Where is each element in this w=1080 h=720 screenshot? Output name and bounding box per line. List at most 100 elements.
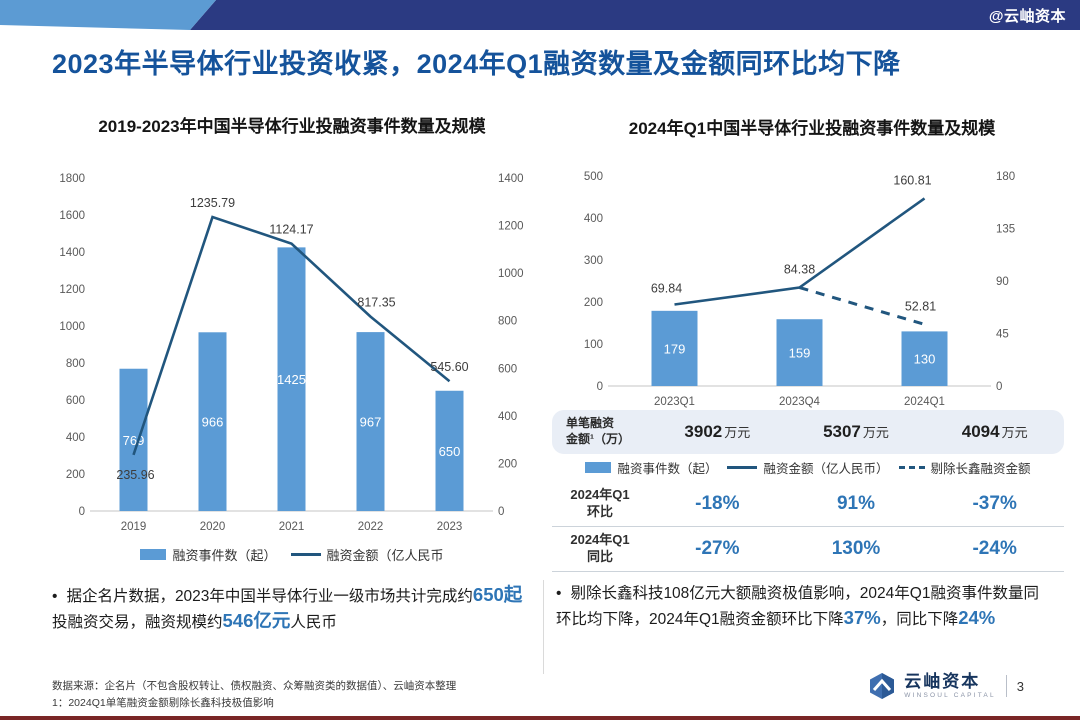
bullet-segments: 据企名片数据，2023年中国半导体行业一级市场共计完成约650起投融资交易，融资… [52,585,522,632]
svg-text:200: 200 [584,297,603,309]
legend-label: 融资金额（亿人民币） [763,462,889,476]
svg-text:2024Q1: 2024Q1 [904,396,945,408]
left-combo-chart: 0 200 400 600 800 1000 1200 1400 1600 1800 0 200 400… [59,173,524,533]
legend-label: 融资事件数（起） [617,462,718,476]
body-text: 人民币 [290,614,337,632]
svg-text:650: 650 [439,444,461,459]
brand-logo-block: 云岫资本 WINSOUL CAPITAL 3 [868,672,1024,700]
svg-text:2021: 2021 [279,521,305,533]
body-text: 据企名片数据，2023年中国半导体行业一级市场共计完成约 [66,588,473,605]
per-deal-amount-row: 单笔融资 金额¹（万） 3902 万元 5307 万元 4094 万元 [552,410,1064,454]
right-chart-title: 2024年Q1中国半导体行业投融资事件数量及规模 [628,119,996,138]
page-number-divider [1005,675,1007,697]
svg-text:45: 45 [996,329,1009,341]
svg-text:545.60: 545.60 [430,360,468,374]
legend-item: 融资事件数（起） [585,458,717,477]
dashed-swatch-icon [898,466,925,469]
svg-text:1800: 1800 [59,173,85,185]
per-deal-unit: 万元 [862,425,889,440]
svg-text:69.84: 69.84 [651,282,682,296]
per-deal-number: 4094 [961,422,1000,441]
svg-text:1200: 1200 [498,221,524,233]
left-bullet-text: • 据企名片数据，2023年中国半导体行业一级市场共计完成约650起投融资交易，… [52,584,532,636]
legend-label: 融资事件数（起） [172,548,277,563]
row-label: 2024年Q1 同比 [552,532,648,566]
banner-dark-stripe [190,0,1080,30]
svg-text:800: 800 [66,358,85,370]
table-cell: 130% [831,538,881,559]
svg-text:135: 135 [996,224,1015,236]
svg-text:600: 600 [66,395,85,407]
svg-text:2023: 2023 [437,521,463,533]
svg-text:179: 179 [664,341,686,356]
svg-text:52.81: 52.81 [905,299,936,313]
banner-light-stripe [0,0,216,30]
svg-text:1200: 1200 [59,284,85,296]
table-cell: -27% [695,538,740,559]
svg-text:1235.79: 1235.79 [190,196,235,210]
right-chart-legend: 融资事件数（起） 融资金额（亿人民币） 剔除长鑫融资金额 [552,458,1064,477]
per-deal-value: 3902 万元 [648,422,787,442]
legend-item: 剔除长鑫融资金额 [898,458,1031,477]
svg-text:90: 90 [996,276,1009,288]
brand-name-cn: 云岫资本 [904,671,981,691]
row-label: 2024年Q1 环比 [552,487,648,521]
svg-text:180: 180 [996,171,1015,183]
svg-text:160.81: 160.81 [893,173,931,187]
svg-text:400: 400 [66,432,85,444]
per-deal-value: 5307 万元 [787,422,926,442]
bottom-accent-strip [0,716,1080,720]
body-text: ，同比下降 [880,611,959,629]
highlighted-text: 546亿元 [222,610,291,632]
per-deal-value: 4094 万元 [925,422,1064,442]
svg-text:967: 967 [360,415,382,430]
svg-text:1400: 1400 [59,247,85,259]
table-cell: -37% [972,493,1017,514]
right-combo-chart: 0 100 200 300 400 500 0 45 90 135 180 2023Q1 2023Q4 2… [584,171,1015,408]
highlighted-text: 24% [958,607,996,629]
highlighted-text: 37% [843,607,881,629]
left-chart-title: 2019-2023年中国半导体行业投融资事件数量及规模 [98,117,486,136]
source-line: 数据来源：企名片（不包含股权转让、债权融资、众筹融资类的数据值）、云岫资本整理 [52,680,457,692]
per-deal-unit: 万元 [1001,425,1028,440]
svg-text:800: 800 [498,316,517,328]
row-label-line2: 环比 [586,504,613,519]
data-source-note: 数据来源：企名片（不包含股权转让、债权融资、众筹融资类的数据值）、云岫资本整理 … [52,678,456,712]
left-chart-legend: 融资事件数（起） 融资金额（亿人民币 [42,545,542,564]
svg-text:2023Q4: 2023Q4 [779,396,821,408]
bullet-segments: 剔除长鑫科技108亿元大额融资极值影响，2024年Q1融资事件数量同环比均下降，… [556,585,1039,628]
per-deal-label-line2: 金额¹（万） [566,432,630,446]
svg-text:1425: 1425 [277,372,306,387]
svg-text:0: 0 [996,381,1002,393]
legend-label: 剔除长鑫融资金额 [930,462,1031,476]
page-title: 2023年半导体行业投资收紧，2024年Q1融资数量及金额同环比均下降 [52,49,901,79]
svg-text:300: 300 [584,255,603,267]
per-deal-label-line1: 单笔融资 [566,416,615,431]
line-swatch-icon [290,553,321,556]
svg-text:500: 500 [584,171,603,183]
per-deal-number: 5307 [823,422,861,441]
svg-text:600: 600 [498,363,517,375]
svg-text:100: 100 [584,339,603,351]
highlighted-text: 650起 [472,584,523,605]
svg-text:1000: 1000 [498,268,524,280]
svg-text:200: 200 [498,458,517,470]
watermark: @云岫资本 [988,8,1066,25]
row-label-line2: 同比 [586,549,613,564]
legend-item: 融资金额（亿人民币 [290,545,444,564]
per-deal-unit: 万元 [724,425,751,440]
svg-text:2019: 2019 [121,521,147,533]
svg-text:159: 159 [789,346,811,361]
svg-text:0: 0 [79,506,85,518]
legend-item: 融资事件数（起） [140,545,277,564]
svg-text:0: 0 [498,506,504,518]
row-label-line1: 2024年Q1 [570,487,630,503]
svg-text:130: 130 [914,352,936,367]
svg-text:84.38: 84.38 [784,263,815,277]
svg-text:1124.17: 1124.17 [269,223,313,237]
svg-text:400: 400 [584,213,603,225]
body-text: 剔除长鑫科技108亿元大额融资极值影响，2024年Q1融资事件数量同环比均下降，… [556,585,1039,629]
svg-text:1000: 1000 [59,321,85,333]
legend-label: 融资金额（亿人民币 [326,548,444,563]
